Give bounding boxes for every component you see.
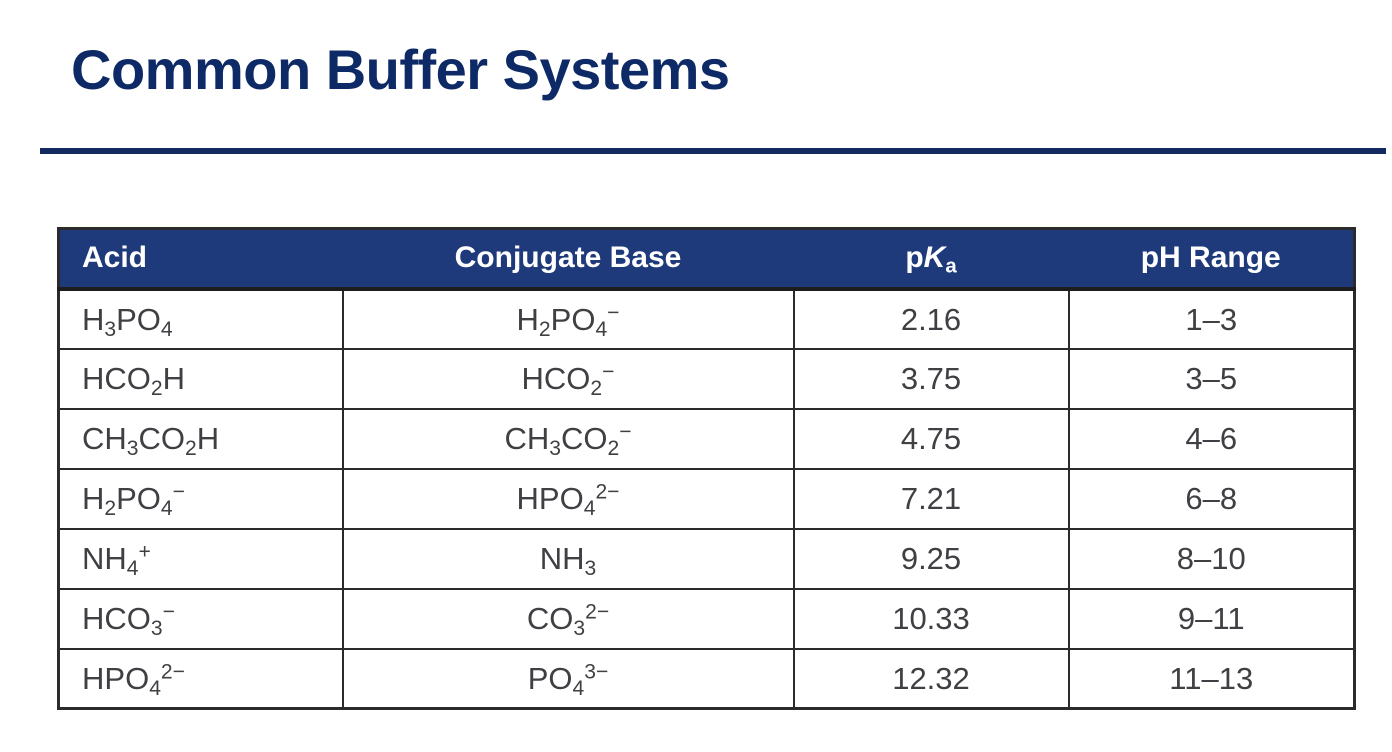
- cell-ph_range: 3–5: [1067, 347, 1356, 410]
- cell-acid: HCO2H: [57, 347, 344, 410]
- page-title: Common Buffer Systems: [71, 38, 730, 101]
- cell-pka: 7.21: [792, 467, 1070, 530]
- cell-acid: HPO42−: [57, 647, 344, 710]
- cell-conjugate_base: HPO42−: [341, 467, 795, 530]
- cell-acid: H2PO4−: [57, 467, 344, 530]
- table-container: Acid Conjugate Base pKa pH Range H3PO4 H2PO4…: [57, 227, 1356, 710]
- cell-conjugate_base: CO32−: [341, 587, 795, 650]
- table-row: HCO3− CO32− 10.33 9–11: [57, 587, 1356, 650]
- cell-ph_range: 11–13: [1067, 647, 1356, 710]
- table-head: Acid Conjugate Base pKa pH Range: [58, 228, 1355, 291]
- cell-acid: HCO3−: [57, 587, 344, 650]
- cell-pka: 9.25: [792, 527, 1070, 590]
- table-body: H3PO4 H2PO4− 2.16 1–3 HCO2H HCO2− 3.75 3–5 CH3CO…: [57, 287, 1356, 710]
- table-row: NH4+ NH3 9.25 8–10: [57, 527, 1356, 590]
- column-header-acid: Acid: [58, 228, 343, 291]
- cell-conjugate_base: H2PO4−: [341, 287, 795, 350]
- cell-acid: NH4+: [57, 527, 344, 590]
- cell-ph_range: 9–11: [1067, 587, 1356, 650]
- cell-ph_range: 1–3: [1067, 287, 1356, 350]
- cell-conjugate_base: CH3CO2−: [341, 407, 795, 470]
- cell-acid: CH3CO2H: [57, 407, 344, 470]
- title-divider: [40, 148, 1386, 154]
- column-header-pka: pKa: [793, 228, 1069, 291]
- cell-ph_range: 4–6: [1067, 407, 1356, 470]
- cell-pka: 3.75: [792, 347, 1070, 410]
- cell-pka: 12.32: [792, 647, 1070, 710]
- cell-pka: 2.16: [792, 287, 1070, 350]
- cell-pka: 4.75: [792, 407, 1070, 470]
- cell-pka: 10.33: [792, 587, 1070, 650]
- cell-conjugate_base: HCO2−: [341, 347, 795, 410]
- cell-acid: H3PO4: [57, 287, 344, 350]
- table-header-row: Acid Conjugate Base pKa pH Range: [58, 228, 1355, 291]
- table-row: HPO42− PO43− 12.32 11–13: [57, 647, 1356, 710]
- table-row: CH3CO2H CH3CO2− 4.75 4–6: [57, 407, 1356, 470]
- column-header-ph_range: pH Range: [1068, 228, 1355, 291]
- cell-conjugate_base: PO43−: [341, 647, 795, 710]
- column-header-conjugate_base: Conjugate Base: [342, 228, 794, 291]
- buffer-systems-table: Acid Conjugate Base pKa pH Range H3PO4 H2PO4…: [57, 227, 1356, 710]
- table-row: H3PO4 H2PO4− 2.16 1–3: [57, 287, 1356, 350]
- table-row: HCO2H HCO2− 3.75 3–5: [57, 347, 1356, 410]
- cell-conjugate_base: NH3: [341, 527, 795, 590]
- table-row: H2PO4− HPO42− 7.21 6–8: [57, 467, 1356, 530]
- cell-ph_range: 6–8: [1067, 467, 1356, 530]
- cell-ph_range: 8–10: [1067, 527, 1356, 590]
